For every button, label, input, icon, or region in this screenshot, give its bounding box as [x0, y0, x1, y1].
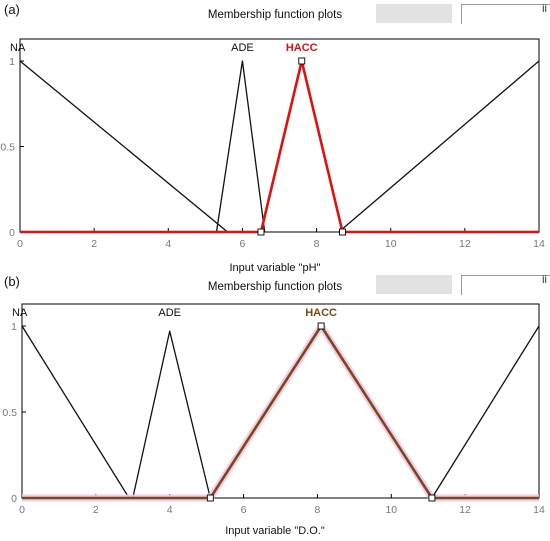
toolbar-button[interactable]: [376, 275, 452, 294]
series-line-na: [431, 325, 540, 499]
chart-panel-ph: (a) Membership function plots İİ 0 2 4 6 8 10…: [0, 0, 550, 274]
x-axis-label: Input variable "pH": [229, 262, 321, 274]
plot-frame: [21, 303, 540, 499]
x-tick-label: 2: [93, 504, 99, 516]
x-tick-label: 4: [167, 504, 173, 516]
series-line-na: [19, 60, 229, 233]
x-tick-label: 4: [165, 238, 171, 250]
control-point-marker: [206, 494, 214, 502]
control-point-marker: [428, 494, 436, 502]
x-tick-label: 6: [241, 504, 247, 516]
series-label-na: NA: [10, 42, 26, 54]
series-label-hacc: HACC: [305, 307, 337, 319]
y-tick-label: 0.5: [2, 407, 17, 419]
series-label-ade: ADE: [231, 42, 254, 54]
chart-panel-do: (b) Membership function plots İİ 0 2 4 6 8 10…: [0, 272, 550, 541]
toolbar-button[interactable]: [376, 4, 452, 23]
plot-frame: [19, 38, 540, 233]
series-label-hacc: HACC: [286, 42, 318, 54]
y-tick-label: 0: [9, 227, 15, 239]
membership-plot-ph: 0 2 4 6 8 10 12 14 0 0.5 1 NA ADE HACC: [0, 38, 545, 250]
toolbar-button-right[interactable]: İİ: [461, 4, 550, 24]
series-line-hacc: [20, 59, 539, 234]
y-tick-label: 0: [11, 493, 17, 505]
x-tick-label: 8: [314, 238, 320, 250]
x-tick-label: 10: [385, 238, 397, 250]
y-tick-label: 1: [11, 321, 17, 333]
series-line-na: [21, 325, 130, 499]
series-label-ade: ADE: [158, 307, 181, 319]
panel-label: (a): [4, 2, 20, 17]
series-line-na: [338, 60, 540, 233]
toolbar-button-text: İİ: [541, 275, 547, 285]
x-tick-label: 0: [19, 504, 25, 516]
control-point-marker: [317, 322, 325, 330]
x-tick-label: 12: [459, 504, 471, 516]
membership-plot-do: 0 2 4 6 8 10 12 14 0 0.5 1 NA ADE HACC: [2, 303, 545, 516]
panel-label: (b): [4, 274, 20, 289]
x-tick-label: 2: [91, 238, 97, 250]
toolbar-button-text: İİ: [541, 4, 547, 14]
chart-title: Membership function plots: [207, 9, 343, 21]
control-point-marker: [339, 228, 346, 236]
series-line-ade: [132, 330, 211, 499]
x-axis-label: Input variable "D.O.": [225, 525, 325, 537]
x-tick-label: 14: [533, 504, 545, 516]
x-tick-label: 10: [385, 504, 397, 516]
toolbar-button-right[interactable]: İİ: [461, 275, 550, 295]
chart-title: Membership function plots: [207, 281, 343, 293]
y-tick-label: 1: [9, 56, 15, 68]
x-tick-label: 12: [459, 238, 471, 250]
x-tick-label: 14: [533, 238, 545, 250]
x-tick-label: 8: [315, 504, 321, 516]
series-halo-hacc: [22, 322, 539, 502]
series-label-na: NA: [12, 307, 28, 319]
series-line-hacc: [22, 324, 539, 500]
control-point-marker: [298, 57, 306, 65]
x-tick-label: 0: [17, 238, 23, 250]
x-tick-label: 6: [240, 238, 246, 250]
y-tick-label: 0.5: [0, 142, 15, 154]
control-point-marker: [257, 228, 265, 236]
series-line-ade: [215, 60, 266, 233]
